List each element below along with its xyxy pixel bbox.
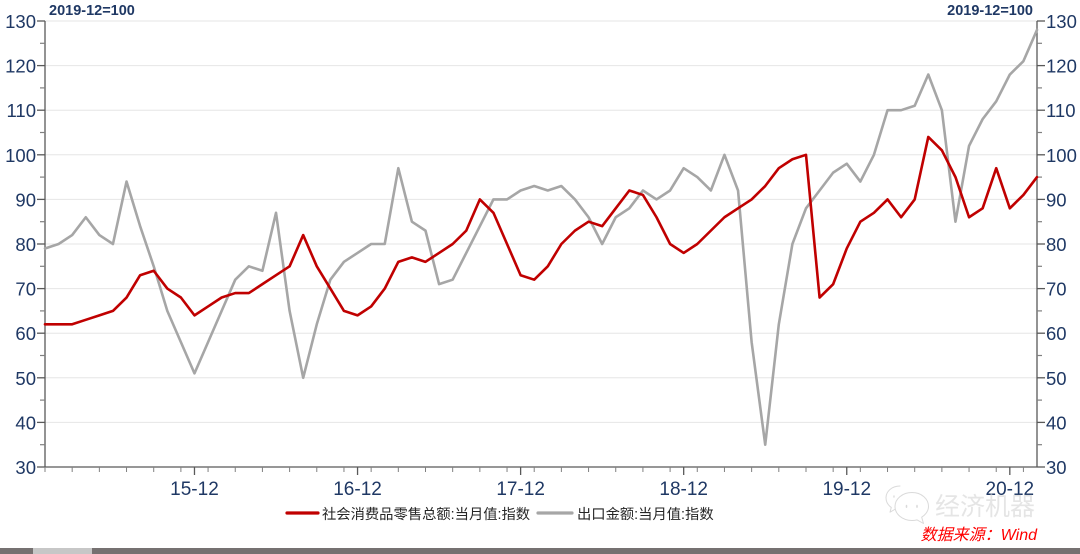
svg-text:18-12: 18-12 bbox=[659, 479, 708, 500]
svg-text:80: 80 bbox=[1046, 234, 1067, 255]
svg-text:40: 40 bbox=[1046, 412, 1067, 433]
svg-text:50: 50 bbox=[1046, 368, 1067, 389]
svg-text:2019-12=100: 2019-12=100 bbox=[947, 3, 1033, 19]
svg-text:16-12: 16-12 bbox=[333, 479, 382, 500]
svg-text:60: 60 bbox=[1046, 323, 1067, 344]
svg-text:110: 110 bbox=[7, 100, 37, 121]
svg-text:2019-12=100: 2019-12=100 bbox=[49, 3, 135, 19]
svg-text:50: 50 bbox=[15, 368, 36, 389]
svg-text:120: 120 bbox=[1046, 56, 1077, 77]
svg-text:出口金额:当月值:指数: 出口金额:当月值:指数 bbox=[577, 506, 714, 523]
svg-text:60: 60 bbox=[15, 323, 36, 344]
svg-text:19-12: 19-12 bbox=[822, 479, 871, 500]
svg-text:70: 70 bbox=[1046, 279, 1067, 300]
svg-text:经济机器: 经济机器 bbox=[935, 493, 1035, 521]
svg-text:120: 120 bbox=[5, 56, 36, 77]
svg-text:100: 100 bbox=[1046, 145, 1077, 166]
svg-text:130: 130 bbox=[1046, 11, 1077, 32]
svg-text:30: 30 bbox=[15, 457, 36, 478]
svg-text:130: 130 bbox=[5, 11, 36, 32]
svg-text:80: 80 bbox=[15, 234, 36, 255]
svg-text:30: 30 bbox=[1046, 457, 1067, 478]
svg-text:90: 90 bbox=[1046, 189, 1067, 210]
svg-text:15-12: 15-12 bbox=[170, 479, 219, 500]
svg-text:40: 40 bbox=[15, 412, 36, 433]
svg-text:90: 90 bbox=[15, 189, 36, 210]
svg-text:70: 70 bbox=[15, 279, 36, 300]
svg-text:17-12: 17-12 bbox=[496, 479, 545, 500]
svg-text:110: 110 bbox=[1046, 100, 1076, 121]
svg-text:社会消费品零售总额:当月值:指数: 社会消费品零售总额:当月值:指数 bbox=[322, 506, 530, 523]
svg-text:100: 100 bbox=[5, 145, 36, 166]
